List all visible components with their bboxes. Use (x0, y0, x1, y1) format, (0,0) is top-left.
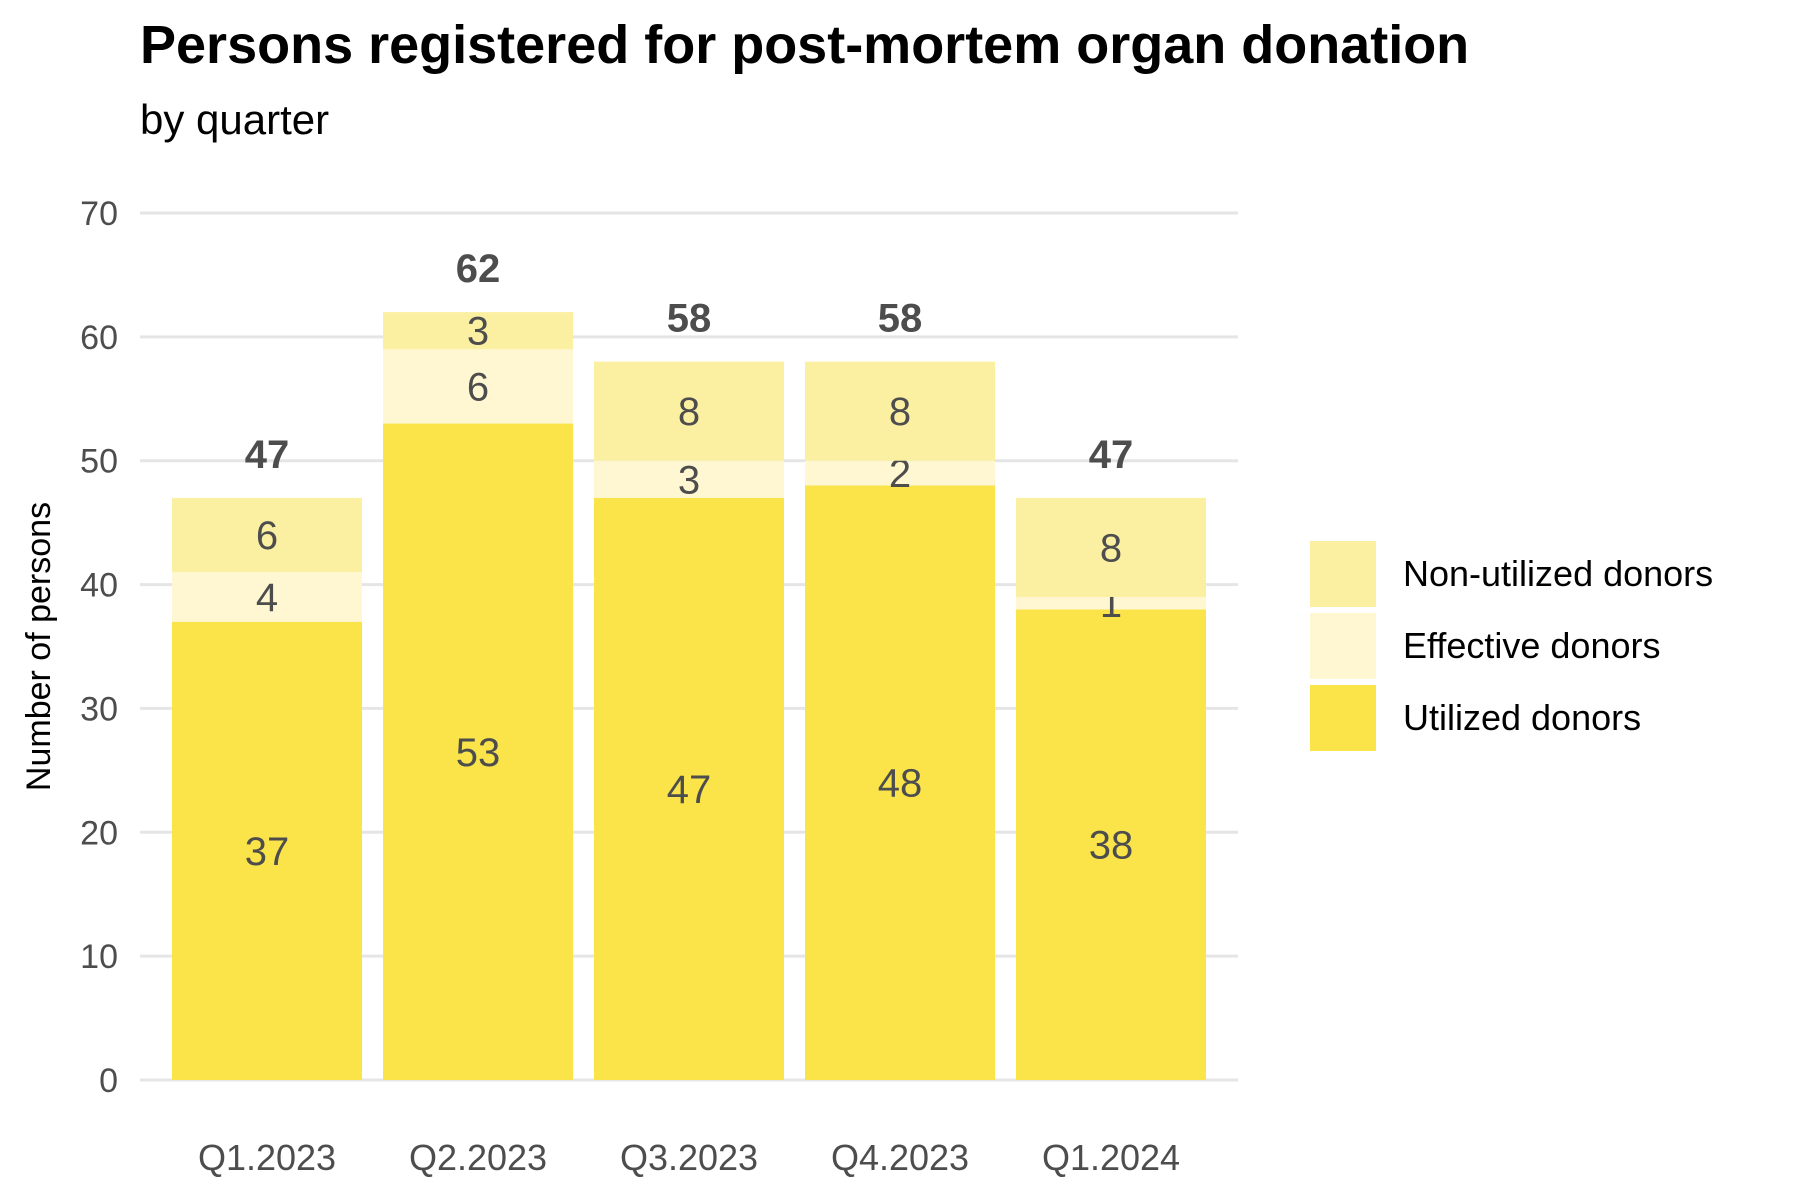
y-tick-label: 20 (80, 814, 118, 852)
bar-segment (1016, 497, 1206, 597)
bar-segment (383, 312, 573, 350)
bar-segment (172, 572, 362, 622)
bar-segment (805, 361, 995, 461)
x-tick-label: Q3.2023 (620, 1137, 758, 1178)
y-tick-label: 70 (80, 195, 118, 233)
data-label: 6 (467, 365, 489, 409)
legend-swatch (1310, 541, 1376, 607)
data-label: 37 (245, 830, 290, 874)
y-tick-label: 50 (80, 443, 118, 481)
total-label: 47 (245, 433, 290, 477)
chart-title: Persons registered for post-mortem organ… (140, 15, 1470, 75)
bar-segment (594, 460, 784, 498)
data-label: 3 (467, 310, 489, 354)
bar-segment (805, 485, 995, 1080)
legend-label: Utilized donors (1403, 697, 1641, 738)
y-tick-label: 30 (80, 690, 118, 728)
data-label: 8 (1100, 526, 1122, 570)
total-label: 58 (667, 297, 712, 341)
bar-segment (383, 349, 573, 424)
bar-segment (1016, 596, 1206, 610)
y-tick-label: 0 (99, 1062, 118, 1100)
data-label: 8 (678, 390, 700, 434)
x-tick-label: Q4.2023 (831, 1137, 969, 1178)
data-label: 48 (878, 762, 923, 806)
total-label: 47 (1089, 433, 1134, 477)
bar-segment (805, 460, 995, 486)
bar-segment (172, 621, 362, 1080)
y-tick-label: 10 (80, 938, 118, 976)
y-tick-label: 40 (80, 567, 118, 605)
data-label: 4 (256, 576, 278, 620)
x-tick-label: Q2.2023 (409, 1137, 547, 1178)
data-label: 53 (456, 731, 501, 775)
legend-swatch (1310, 685, 1376, 751)
bar-segment (383, 423, 573, 1080)
chart-subtitle: by quarter (140, 96, 330, 143)
bar-segment (172, 497, 362, 573)
y-tick-label: 60 (80, 319, 118, 357)
total-label: 62 (456, 247, 501, 291)
total-label: 58 (878, 297, 923, 341)
data-label: 8 (889, 390, 911, 434)
legend-label: Effective donors (1403, 625, 1660, 666)
bar-segment (594, 361, 784, 461)
legend-label: Non-utilized donors (1403, 553, 1713, 594)
data-label: 6 (256, 514, 278, 558)
x-tick-label: Q1.2023 (198, 1137, 336, 1178)
data-label: 3 (678, 458, 700, 502)
legend-swatch (1310, 613, 1376, 679)
y-axis-label: Number of persons (20, 502, 58, 791)
data-label: 38 (1089, 824, 1134, 868)
x-tick-label: Q1.2024 (1042, 1137, 1180, 1178)
data-label: 47 (667, 768, 712, 812)
bar-segment (594, 497, 784, 1080)
bar-segment (1016, 609, 1206, 1080)
data-label: 2 (889, 452, 911, 496)
